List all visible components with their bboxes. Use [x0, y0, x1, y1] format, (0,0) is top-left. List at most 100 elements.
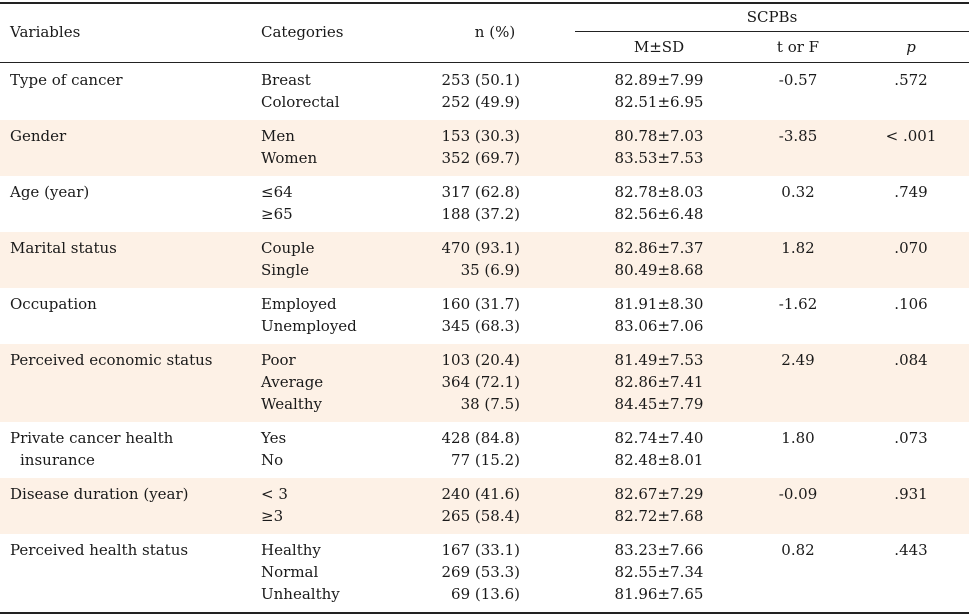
n-percent-value: 188 (37.2) [441, 205, 520, 223]
n-percent-value: 38 (7.5) [460, 395, 520, 413]
category-label: Healthy [261, 541, 321, 559]
category-label: No [261, 451, 284, 469]
mean-sd-value: 82.74±7.40 [614, 429, 704, 447]
category-label: Breast [261, 71, 311, 89]
category-label: ≥65 [261, 205, 293, 223]
header-categories: Categories [261, 23, 344, 41]
variable-name: Perceived health status [10, 541, 189, 559]
t-or-f-value: -0.57 [778, 71, 818, 89]
variable-name: insurance [20, 451, 95, 469]
n-percent-value: 160 (31.7) [441, 295, 520, 313]
n-percent-value: 77 (15.2) [451, 451, 520, 469]
mean-sd-value: 82.55±7.34 [614, 563, 704, 581]
t-or-f-value: 2.49 [781, 351, 815, 369]
mean-sd-value: 82.78±8.03 [614, 183, 704, 201]
t-or-f-value: 0.82 [781, 541, 815, 559]
header-n-percent: n (%) [474, 23, 516, 41]
mean-sd-value: 80.49±8.68 [614, 261, 704, 279]
table-row: Private cancer health insurance Yes No 428 (… [0, 422, 969, 478]
variable-name: Occupation [10, 295, 97, 313]
p-value: .931 [894, 485, 928, 503]
p-value: .106 [894, 295, 928, 313]
header-mean-sd: M±SD [633, 38, 685, 56]
category-label: Men [261, 127, 295, 145]
mean-sd-value: 82.56±6.48 [614, 205, 704, 223]
p-value: < .001 [885, 127, 937, 145]
category-label: Women [261, 149, 318, 167]
table-row: Gender Men Women 153 (30.3) 352 (69.7) 80.78±… [0, 120, 969, 176]
n-percent-value: 364 (72.1) [441, 373, 520, 391]
header-bottom-rule [0, 62, 969, 63]
category-label: ≤64 [261, 183, 293, 201]
table-top-rule [0, 2, 969, 4]
t-or-f-value: -0.09 [778, 485, 818, 503]
n-percent-value: 345 (68.3) [441, 317, 520, 335]
header-scpbs: SCPBs [746, 8, 798, 26]
t-or-f-value: -3.85 [778, 127, 818, 145]
header-p-value: p [906, 38, 916, 56]
category-label: Normal [261, 563, 319, 581]
n-percent-value: 352 (69.7) [441, 149, 520, 167]
table-bottom-rule [0, 612, 969, 614]
category-label: Wealthy [261, 395, 322, 413]
category-label: Poor [261, 351, 296, 369]
n-percent-value: 252 (49.9) [441, 93, 520, 111]
t-or-f-value: -1.62 [778, 295, 818, 313]
variable-name: Gender [10, 127, 67, 145]
category-label: Employed [261, 295, 337, 313]
n-percent-value: 265 (58.4) [441, 507, 520, 525]
t-or-f-value: 1.80 [781, 429, 815, 447]
table-row: Type of cancer Breast Colorectal 253 (50.1)… [0, 64, 969, 120]
n-percent-value: 470 (93.1) [441, 239, 520, 257]
variable-name: Private cancer health [10, 429, 174, 447]
n-percent-value: 317 (62.8) [441, 183, 520, 201]
category-label: Average [261, 373, 324, 391]
variable-name: Type of cancer [10, 71, 123, 89]
mean-sd-value: 81.96±7.65 [614, 585, 704, 603]
p-value: .084 [894, 351, 928, 369]
header-t-or-f: t or F [776, 38, 820, 56]
category-label: Unemployed [261, 317, 357, 335]
variable-name: Age (year) [10, 183, 90, 201]
p-value: .749 [894, 183, 928, 201]
n-percent-value: 103 (20.4) [441, 351, 520, 369]
mean-sd-value: 83.06±7.06 [614, 317, 704, 335]
table-row: Disease duration (year) < 3 ≥3 240 (41.6) 26… [0, 478, 969, 534]
mean-sd-value: 81.91±8.30 [614, 295, 704, 313]
variable-name: Perceived economic status [10, 351, 213, 369]
scpbs-sub-rule [575, 31, 969, 32]
mean-sd-value: 82.72±7.68 [614, 507, 704, 525]
mean-sd-value: 82.86±7.37 [614, 239, 704, 257]
table-row: Perceived economic status Poor Average Weal… [0, 344, 969, 422]
category-label: Single [261, 261, 310, 279]
mean-sd-value: 82.51±6.95 [614, 93, 704, 111]
mean-sd-value: 82.86±7.41 [614, 373, 704, 391]
table-row: Marital status Couple Single 470 (93.1) 35 (… [0, 232, 969, 288]
variable-name: Disease duration (year) [10, 485, 189, 503]
category-label: < 3 [261, 485, 288, 503]
mean-sd-value: 81.49±7.53 [614, 351, 704, 369]
n-percent-value: 428 (84.8) [441, 429, 520, 447]
category-label: Colorectal [261, 93, 340, 111]
mean-sd-value: 83.23±7.66 [614, 541, 704, 559]
n-percent-value: 253 (50.1) [441, 71, 520, 89]
n-percent-value: 240 (41.6) [441, 485, 520, 503]
n-percent-value: 153 (30.3) [441, 127, 520, 145]
mean-sd-value: 83.53±7.53 [614, 149, 704, 167]
header-variables: Variables [10, 23, 81, 41]
table-row: Age (year) ≤64 ≥65 317 (62.8) 188 (37.2) 82.7… [0, 176, 969, 232]
p-value: .073 [894, 429, 928, 447]
n-percent-value: 269 (53.3) [441, 563, 520, 581]
variable-name: Marital status [10, 239, 117, 257]
n-percent-value: 35 (6.9) [460, 261, 520, 279]
mean-sd-value: 80.78±7.03 [614, 127, 704, 145]
mean-sd-value: 82.48±8.01 [614, 451, 704, 469]
table-row: Occupation Employed Unemployed 160 (31.7) 34… [0, 288, 969, 344]
p-value: .572 [894, 71, 928, 89]
mean-sd-value: 82.89±7.99 [614, 71, 704, 89]
mean-sd-value: 84.45±7.79 [614, 395, 704, 413]
category-label: Couple [261, 239, 315, 257]
category-label: Yes [261, 429, 287, 447]
n-percent-value: 69 (13.6) [451, 585, 520, 603]
t-or-f-value: 0.32 [781, 183, 815, 201]
